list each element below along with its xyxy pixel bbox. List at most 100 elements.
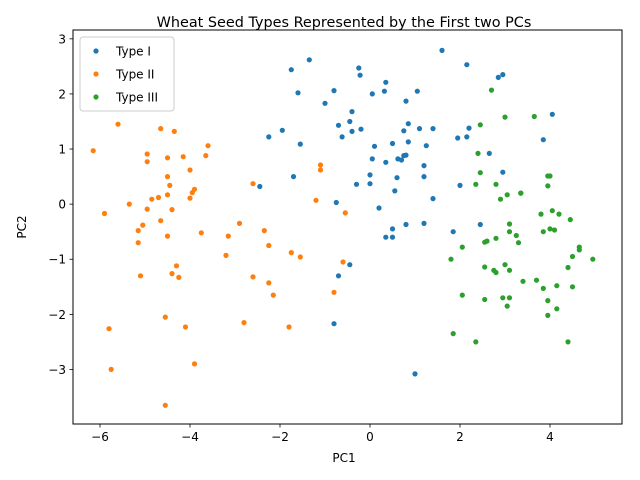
point-series-3: [493, 181, 499, 187]
point-series-3: [545, 183, 551, 189]
x-axis-ticks: −6 −4 −2 0 2 4: [91, 424, 554, 444]
legend-label-series-1: Type I: [115, 44, 151, 58]
point-series-1: [540, 137, 546, 143]
point-series-3: [540, 285, 546, 291]
point-series-2: [149, 196, 155, 202]
point-series-1: [347, 118, 353, 125]
legend: Type I Type II Type III: [79, 36, 175, 112]
point-series-3: [533, 277, 540, 283]
point-series-1: [421, 174, 427, 180]
point-series-1: [389, 226, 396, 232]
point-series-1: [353, 181, 360, 187]
point-series-1: [414, 88, 420, 94]
point-series-2: [90, 148, 96, 154]
point-series-2: [164, 155, 171, 161]
point-series-1: [306, 57, 312, 63]
point-series-2: [317, 167, 324, 173]
point-series-3: [473, 339, 479, 345]
point-series-1: [371, 143, 378, 149]
point-series-1: [403, 221, 409, 228]
point-series-1: [466, 125, 472, 131]
point-series-3: [576, 247, 582, 253]
point-series-1: [295, 90, 301, 96]
point-series-1: [477, 221, 483, 228]
point-series-2: [101, 210, 108, 217]
point-series-3: [565, 339, 571, 345]
point-series-1: [405, 139, 411, 145]
point-series-2: [250, 274, 256, 280]
point-series-3: [482, 296, 488, 303]
data-points: [90, 47, 596, 408]
point-series-3: [531, 113, 537, 120]
point-series-2: [144, 206, 150, 212]
point-series-2: [164, 192, 171, 198]
point-series-3: [556, 211, 562, 217]
point-series-3: [500, 295, 506, 301]
point-series-1: [500, 72, 506, 78]
point-series-2: [108, 366, 114, 372]
point-series-3: [504, 192, 510, 198]
point-series-2: [250, 181, 256, 187]
point-series-1: [288, 67, 294, 73]
point-series-2: [270, 292, 276, 298]
point-series-1: [389, 140, 396, 147]
point-series-2: [236, 220, 243, 226]
point-series-1: [357, 72, 363, 78]
point-series-2: [169, 271, 175, 277]
point-series-3: [475, 150, 481, 156]
point-series-3: [504, 303, 510, 309]
point-series-3: [545, 312, 551, 318]
point-series-2: [288, 250, 294, 256]
point-series-2: [342, 210, 348, 216]
point-series-3: [520, 278, 526, 284]
point-series-2: [171, 128, 177, 134]
y-tick-label: 0: [58, 198, 66, 212]
point-series-1: [383, 159, 389, 165]
point-series-1: [401, 128, 407, 134]
point-series-1: [290, 174, 297, 180]
y-tick-label: −3: [48, 363, 66, 377]
point-series-1: [335, 122, 342, 128]
y-tick-label: 1: [58, 143, 66, 157]
point-series-2: [155, 194, 162, 201]
point-series-3: [506, 295, 513, 301]
x-tick-label: −6: [91, 430, 109, 444]
point-series-1: [369, 91, 375, 97]
point-series-1: [376, 205, 382, 211]
point-series-1: [464, 62, 470, 68]
point-series-3: [502, 114, 508, 120]
plot-frame: [72, 29, 623, 425]
point-series-1: [398, 157, 405, 163]
point-series-2: [162, 402, 168, 408]
point-series-1: [412, 371, 418, 377]
point-series-2: [205, 143, 211, 149]
point-series-2: [187, 167, 193, 173]
y-axis-ticks: −3 −2 −1 0 1 2 3: [48, 32, 73, 377]
y-axis-label: PC2: [15, 215, 29, 238]
point-series-1: [405, 121, 411, 127]
point-series-1: [381, 88, 387, 94]
point-series-1: [416, 126, 423, 132]
point-series-3: [482, 239, 488, 245]
legend-box: [79, 36, 175, 112]
point-series-1: [392, 188, 398, 194]
point-series-1: [358, 126, 364, 132]
point-series-2: [203, 153, 209, 159]
point-series-1: [339, 134, 345, 140]
point-series-1: [335, 273, 342, 279]
point-series-1: [367, 181, 373, 187]
point-series-1: [257, 183, 263, 190]
point-series-2: [106, 326, 112, 332]
point-series-3: [551, 227, 558, 233]
point-series-3: [477, 170, 483, 176]
point-series-2: [297, 254, 303, 260]
point-series-2: [176, 274, 182, 280]
x-tick-label: 0: [366, 430, 374, 444]
point-series-3: [506, 267, 513, 273]
point-series-3: [488, 87, 495, 93]
point-series-2: [241, 320, 247, 326]
point-series-3: [569, 253, 576, 260]
point-series-2: [137, 273, 144, 279]
point-series-2: [162, 314, 168, 320]
point-series-1: [421, 220, 427, 226]
